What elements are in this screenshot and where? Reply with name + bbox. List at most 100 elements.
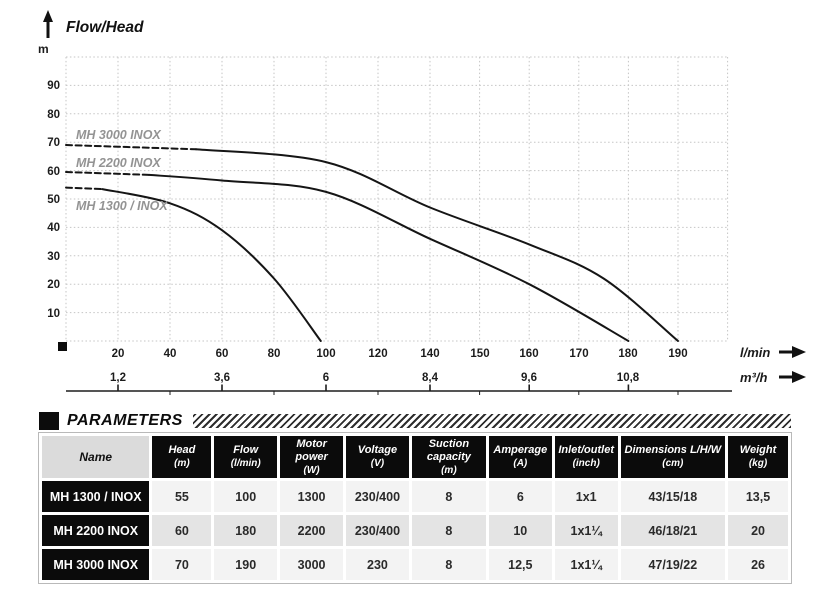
col-header-flow: Flow (l/min) xyxy=(214,436,278,478)
col-header-unit: (W) xyxy=(303,464,320,476)
parameters-table: Name Head (m) Flow (l/min) Motor power (W) … xyxy=(38,432,792,584)
param-value-cell: 230/400 xyxy=(346,515,409,546)
x-tick-label: 190 xyxy=(668,348,687,360)
x-tick-label: 180 xyxy=(618,348,637,360)
y-axis-unit: m xyxy=(38,42,49,56)
y-tick-label: 50 xyxy=(47,194,60,206)
param-value-cell: 230 xyxy=(346,549,409,580)
param-value-cell: 8 xyxy=(411,481,486,512)
param-value-cell: 47/19/22 xyxy=(620,549,726,580)
x-tick-label: 20 xyxy=(112,348,125,360)
param-value-cell: 3000 xyxy=(280,549,344,580)
col-header-label: Weight xyxy=(739,444,777,456)
axis-origin-marker xyxy=(58,342,67,351)
curve-label: MH 2200 INOX xyxy=(76,156,161,170)
col-header-head: Head (m) xyxy=(152,436,212,478)
x-axis-unit-lmin: l/min xyxy=(740,345,770,360)
param-value-cell: 190 xyxy=(214,549,278,580)
param-value-cell: 1x1¼ xyxy=(554,515,618,546)
param-value-cell: 180 xyxy=(214,515,278,546)
hatch-stripe-bar xyxy=(192,414,791,428)
col-header-label: Motor power xyxy=(295,437,328,463)
param-value-cell: 1300 xyxy=(280,481,344,512)
param-value-cell: 2200 xyxy=(280,515,344,546)
m3h-tick-label: 8,4 xyxy=(422,372,439,384)
param-value-cell: 230/400 xyxy=(346,481,409,512)
pump-name-cell: MH 2200 INOX xyxy=(42,515,150,546)
section-bullet-square xyxy=(39,412,59,430)
col-header-inlet-outlet: Inlet/outlet (inch) xyxy=(554,436,618,478)
param-value-cell: 20 xyxy=(728,515,788,546)
col-header-weight: Weight (kg) xyxy=(728,436,788,478)
col-header-label: Head xyxy=(168,444,196,456)
param-value-cell: 1x1¼ xyxy=(554,549,618,580)
param-value-cell: 26 xyxy=(728,549,788,580)
param-value-cell: 55 xyxy=(152,481,212,512)
section-title: PARAMETERS xyxy=(67,412,183,429)
col-header-unit: (m) xyxy=(441,464,457,476)
x-tick-label: 40 xyxy=(164,348,177,360)
y-tick-label: 30 xyxy=(47,251,60,263)
col-header-suction-capacity: Suction capacity (m) xyxy=(411,436,486,478)
x-tick-label: 120 xyxy=(368,348,387,360)
col-header-dimensions: Dimensions L/H/W (cm) xyxy=(620,436,726,478)
param-value-cell: 8 xyxy=(411,549,486,580)
parameters-section: PARAMETERS Name Head (m) Flow (l/min) Moto… xyxy=(38,411,792,584)
col-header-unit: (V) xyxy=(370,458,385,469)
param-value-cell: 8 xyxy=(411,515,486,546)
table-row: MH 2200 INOX 60 180 2200 230/400 8 10 1x… xyxy=(42,515,788,546)
y-tick-label: 70 xyxy=(47,137,60,149)
param-value-cell: 43/15/18 xyxy=(620,481,726,512)
col-header-label: Amperage xyxy=(493,444,548,456)
parameters-header: PARAMETERS xyxy=(39,411,791,431)
y-tick-label: 60 xyxy=(47,166,60,178)
secondary-axis-ticks xyxy=(117,384,679,395)
col-header-unit: (kg) xyxy=(748,458,768,469)
x-tick-label: 100 xyxy=(316,348,335,360)
x-tick-label: 170 xyxy=(569,348,588,360)
chart-title: Flow/Head xyxy=(66,19,144,36)
col-header-label: Flow xyxy=(233,444,259,456)
col-header-label: Inlet/outlet xyxy=(558,444,614,456)
m3h-tick-label: 9,6 xyxy=(521,372,537,384)
chart-gridlines xyxy=(65,56,729,342)
y-tick-label: 40 xyxy=(47,222,60,234)
x-tick-label: 60 xyxy=(216,348,229,360)
param-value-cell: 6 xyxy=(488,481,552,512)
y-axis-arrow-head xyxy=(43,10,53,22)
param-value-cell: 1x1 xyxy=(554,481,618,512)
col-header-motor-power: Motor power (W) xyxy=(280,436,344,478)
param-value-cell: 60 xyxy=(152,515,212,546)
col-header-label: Dimensions L/H/W xyxy=(624,444,722,456)
m3h-tick-label: 1,2 xyxy=(110,372,126,384)
param-value-cell: 46/18/21 xyxy=(620,515,726,546)
m3h-tick-label: 3,6 xyxy=(214,372,230,384)
x-tick-label: 80 xyxy=(268,348,281,360)
curve-label: MH 3000 INOX xyxy=(76,128,161,142)
param-value-cell: 10 xyxy=(488,515,552,546)
y-tick-label: 20 xyxy=(47,279,60,291)
col-header-label: Suction capacity xyxy=(426,437,471,463)
col-header-label: Voltage xyxy=(357,444,398,456)
param-value-cell: 100 xyxy=(214,481,278,512)
x-axis-unit-m3h: m³/h xyxy=(740,370,768,385)
pump-name-cell: MH 1300 / INOX xyxy=(42,481,150,512)
pump-curves xyxy=(65,144,679,342)
x-tick-label: 150 xyxy=(470,348,489,360)
pump-name-cell: MH 3000 INOX xyxy=(42,549,150,580)
param-value-cell: 13,5 xyxy=(728,481,788,512)
y-tick-label: 10 xyxy=(47,308,60,320)
y-tick-label: 90 xyxy=(47,80,60,92)
x-tick-label: 140 xyxy=(420,348,439,360)
x-axis-arrow-head xyxy=(792,346,806,358)
table-header-row: Name Head (m) Flow (l/min) Motor power (W) … xyxy=(42,436,788,478)
m3h-tick-label: 10,8 xyxy=(617,372,640,384)
col-header-unit: (A) xyxy=(513,458,528,469)
col-header-voltage: Voltage (V) xyxy=(346,436,409,478)
param-value-cell: 70 xyxy=(152,549,212,580)
col-header-amperage: Amperage (A) xyxy=(488,436,552,478)
table-row: MH 1300 / INOX 55 100 1300 230/400 8 6 1… xyxy=(42,481,788,512)
curve-label: MH 1300 / INOX xyxy=(76,199,168,213)
col-header-unit: (m) xyxy=(174,458,190,469)
